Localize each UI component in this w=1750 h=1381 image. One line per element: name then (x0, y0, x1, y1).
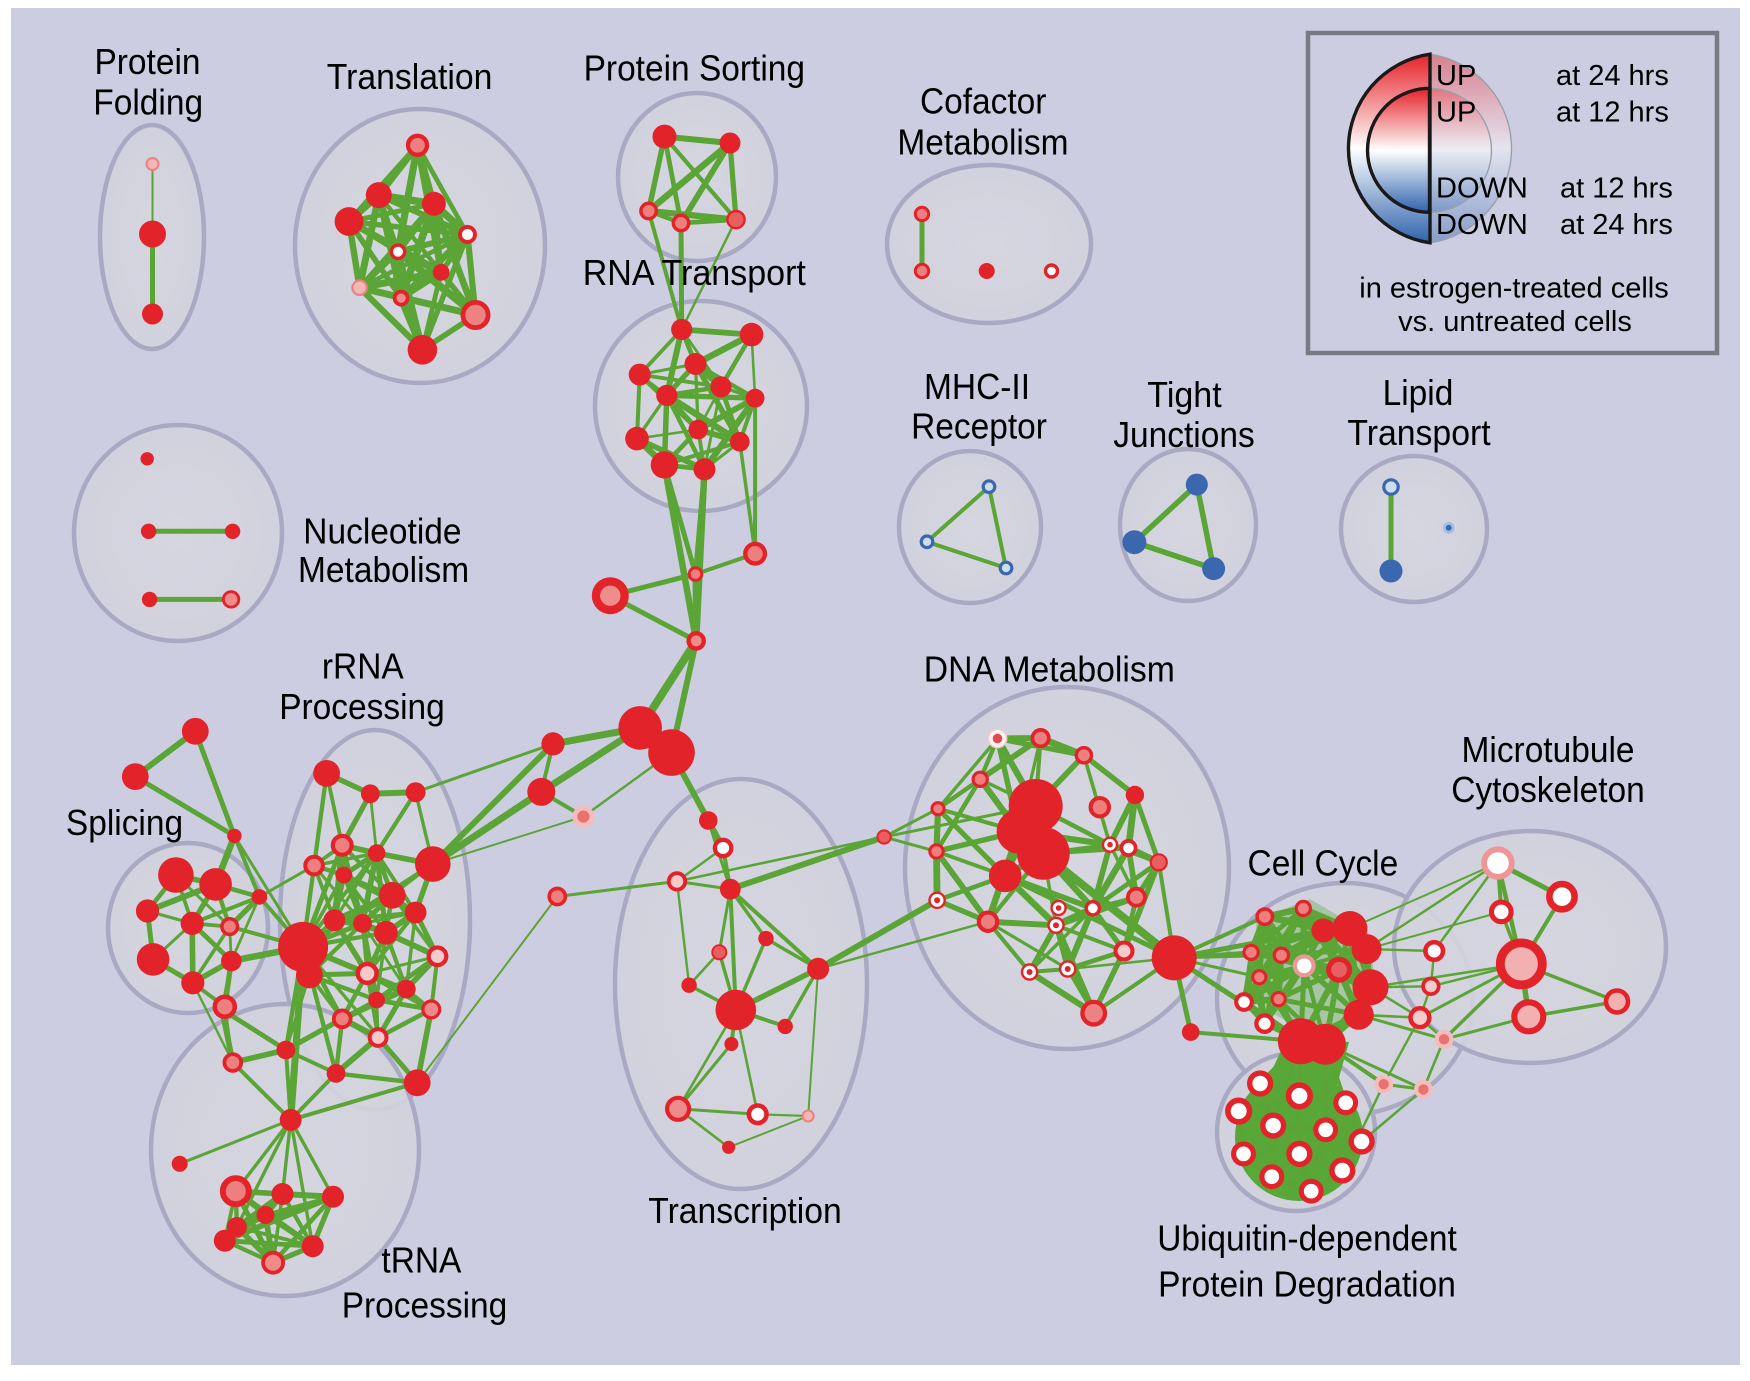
svg-text:rRNA: rRNA (322, 646, 404, 687)
svg-text:Transcription: Transcription (648, 1190, 842, 1231)
svg-text:Lipid: Lipid (1383, 372, 1454, 413)
svg-text:at 12 hrs: at 12 hrs (1560, 173, 1673, 205)
svg-text:at 24 hrs: at 24 hrs (1556, 60, 1669, 92)
svg-text:UP: UP (1436, 60, 1476, 92)
svg-text:Cytoskeleton: Cytoskeleton (1451, 769, 1645, 810)
svg-text:MHC-II: MHC-II (924, 366, 1030, 407)
svg-text:at 12 hrs: at 12 hrs (1556, 97, 1669, 129)
svg-text:Transport: Transport (1347, 412, 1490, 453)
svg-text:RNA Transport: RNA Transport (583, 252, 806, 293)
svg-text:Translation: Translation (327, 56, 493, 97)
svg-text:Protein Sorting: Protein Sorting (584, 48, 805, 89)
svg-text:Protein: Protein (94, 41, 200, 82)
svg-text:Microtubule: Microtubule (1462, 729, 1635, 770)
svg-text:Ubiquitin-dependent: Ubiquitin-dependent (1157, 1218, 1457, 1259)
svg-text:UP: UP (1436, 97, 1476, 129)
svg-text:Processing: Processing (279, 686, 445, 727)
svg-text:Receptor: Receptor (911, 406, 1047, 447)
svg-text:at 24 hrs: at 24 hrs (1560, 209, 1673, 241)
svg-text:vs. untreated cells: vs. untreated cells (1398, 306, 1632, 338)
svg-text:Metabolism: Metabolism (897, 121, 1068, 162)
svg-text:Nucleotide: Nucleotide (303, 511, 461, 552)
svg-text:Splicing: Splicing (66, 802, 183, 843)
svg-text:Protein Degradation: Protein Degradation (1158, 1264, 1456, 1305)
svg-text:Cofactor: Cofactor (920, 81, 1047, 122)
svg-text:Tight: Tight (1147, 374, 1221, 415)
svg-text:DOWN: DOWN (1436, 173, 1528, 205)
svg-text:DOWN: DOWN (1436, 209, 1528, 241)
svg-text:Cell Cycle: Cell Cycle (1248, 843, 1399, 884)
svg-text:Folding: Folding (93, 82, 203, 123)
svg-text:Junctions: Junctions (1113, 414, 1254, 455)
svg-text:Processing: Processing (342, 1284, 508, 1325)
svg-text:tRNA: tRNA (381, 1240, 461, 1281)
svg-text:Metabolism: Metabolism (298, 549, 469, 590)
svg-text:in estrogen-treated cells: in estrogen-treated cells (1359, 273, 1669, 305)
svg-text:DNA Metabolism: DNA Metabolism (924, 648, 1175, 689)
